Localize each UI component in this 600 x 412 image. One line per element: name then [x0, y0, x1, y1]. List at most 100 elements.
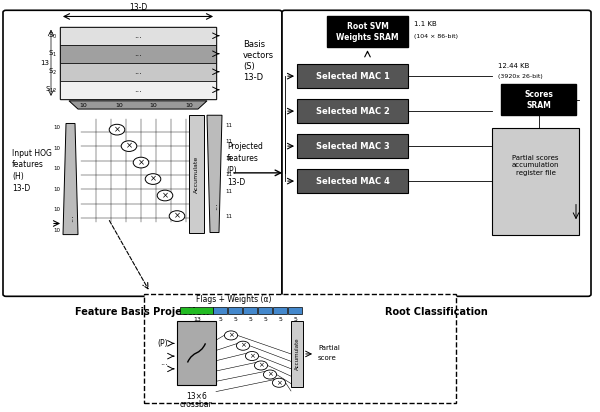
Bar [327, 16, 408, 47]
Text: ×: × [267, 372, 273, 377]
Text: ×: × [276, 380, 282, 386]
Bar [273, 307, 287, 314]
Text: vectors: vectors [243, 51, 274, 60]
Polygon shape [63, 124, 78, 234]
Text: 1.1 KB: 1.1 KB [414, 21, 437, 27]
Text: 5: 5 [248, 317, 252, 322]
Bar [291, 321, 303, 387]
Text: ...: ... [134, 67, 142, 76]
Text: score: score [318, 355, 337, 361]
Bar [243, 307, 257, 314]
FancyBboxPatch shape [282, 10, 591, 296]
Text: ×: × [228, 332, 234, 338]
Circle shape [121, 141, 137, 152]
Text: 10: 10 [53, 146, 60, 151]
Circle shape [133, 157, 149, 168]
Text: ...: ... [134, 31, 142, 40]
Bar [60, 81, 216, 99]
Bar [288, 307, 302, 314]
Text: 11: 11 [225, 140, 232, 145]
Polygon shape [69, 101, 207, 109]
Text: Root SVM
Weights SRAM: Root SVM Weights SRAM [336, 22, 399, 42]
Bar [501, 84, 576, 115]
Circle shape [245, 351, 259, 360]
Text: 13-D: 13-D [243, 73, 263, 82]
Text: ×: × [113, 125, 121, 134]
Text: 11: 11 [225, 213, 232, 219]
Text: (104 × 86-bit): (104 × 86-bit) [414, 34, 458, 39]
Circle shape [236, 341, 250, 350]
Bar [258, 307, 272, 314]
Bar [297, 169, 408, 194]
Text: Root Classification: Root Classification [385, 307, 488, 316]
Circle shape [145, 174, 161, 185]
Circle shape [157, 190, 173, 201]
Text: Selected MAC 2: Selected MAC 2 [316, 107, 389, 116]
Text: 12.44 KB: 12.44 KB [498, 63, 529, 69]
Text: 11: 11 [225, 156, 232, 161]
Text: 10: 10 [53, 187, 60, 192]
Bar [60, 27, 216, 99]
Bar [60, 63, 216, 81]
Bar [60, 27, 216, 45]
Text: Feature Basis Projection: Feature Basis Projection [76, 307, 209, 316]
Text: 11: 11 [225, 189, 232, 194]
Circle shape [254, 361, 268, 370]
Text: 10: 10 [115, 103, 123, 108]
Text: 10: 10 [150, 103, 157, 108]
Circle shape [169, 211, 185, 221]
Text: 13-D: 13-D [129, 3, 147, 12]
Text: ...: ... [210, 202, 219, 210]
Text: (3920x 26-bit): (3920x 26-bit) [498, 74, 543, 79]
Bar [492, 128, 579, 234]
Text: Input HOG
features
(H)
13-D: Input HOG features (H) 13-D [12, 149, 52, 193]
Circle shape [263, 370, 277, 379]
Text: Flags + Weights (α): Flags + Weights (α) [196, 295, 272, 304]
Text: Selected MAC 1: Selected MAC 1 [316, 72, 389, 81]
Bar [144, 294, 456, 403]
Text: Partial scores
accumulation
register file: Partial scores accumulation register fil… [512, 154, 559, 176]
Text: ...: ... [134, 49, 142, 58]
Text: Scores
SRAM: Scores SRAM [524, 90, 553, 110]
FancyBboxPatch shape [3, 10, 282, 296]
Text: ×: × [240, 343, 246, 349]
Bar [228, 307, 242, 314]
Text: (P): (P) [157, 339, 168, 348]
Bar [189, 115, 204, 232]
Text: 13: 13 [41, 60, 50, 66]
Text: ×: × [173, 212, 181, 220]
Text: 10: 10 [53, 166, 60, 171]
Text: crossbar: crossbar [180, 400, 213, 410]
Bar [177, 321, 216, 385]
Text: ×: × [161, 191, 169, 200]
Text: 5: 5 [278, 317, 282, 322]
Text: S$_0$: S$_0$ [47, 30, 57, 41]
Bar [60, 45, 216, 63]
Text: 10: 10 [53, 125, 60, 130]
Text: ×: × [249, 353, 255, 359]
Text: 13: 13 [193, 317, 201, 322]
Text: (S): (S) [243, 62, 255, 71]
Bar [297, 134, 408, 159]
Circle shape [272, 378, 286, 387]
Polygon shape [207, 115, 222, 232]
Text: ×: × [149, 175, 157, 183]
Text: 10: 10 [53, 207, 60, 213]
Text: S$_{{12}}$: S$_{{12}}$ [45, 85, 57, 95]
Text: 5: 5 [293, 317, 297, 322]
Text: 13×6: 13×6 [186, 392, 207, 401]
Text: S$_2$: S$_2$ [48, 67, 57, 77]
Text: Projected
features
(P)
13-D: Projected features (P) 13-D [227, 143, 263, 187]
Text: ...: ... [134, 85, 142, 94]
Text: Selected MAC 3: Selected MAC 3 [316, 142, 389, 151]
Text: S$_1$: S$_1$ [48, 49, 57, 59]
Text: 5: 5 [233, 317, 237, 322]
Text: Accumulate: Accumulate [194, 155, 199, 192]
Text: 5: 5 [263, 317, 267, 322]
Text: 10: 10 [185, 103, 193, 108]
Text: 11: 11 [225, 172, 232, 178]
Bar [297, 64, 408, 89]
Text: Partial: Partial [318, 345, 340, 351]
Text: 10: 10 [80, 103, 87, 108]
Bar [213, 307, 227, 314]
